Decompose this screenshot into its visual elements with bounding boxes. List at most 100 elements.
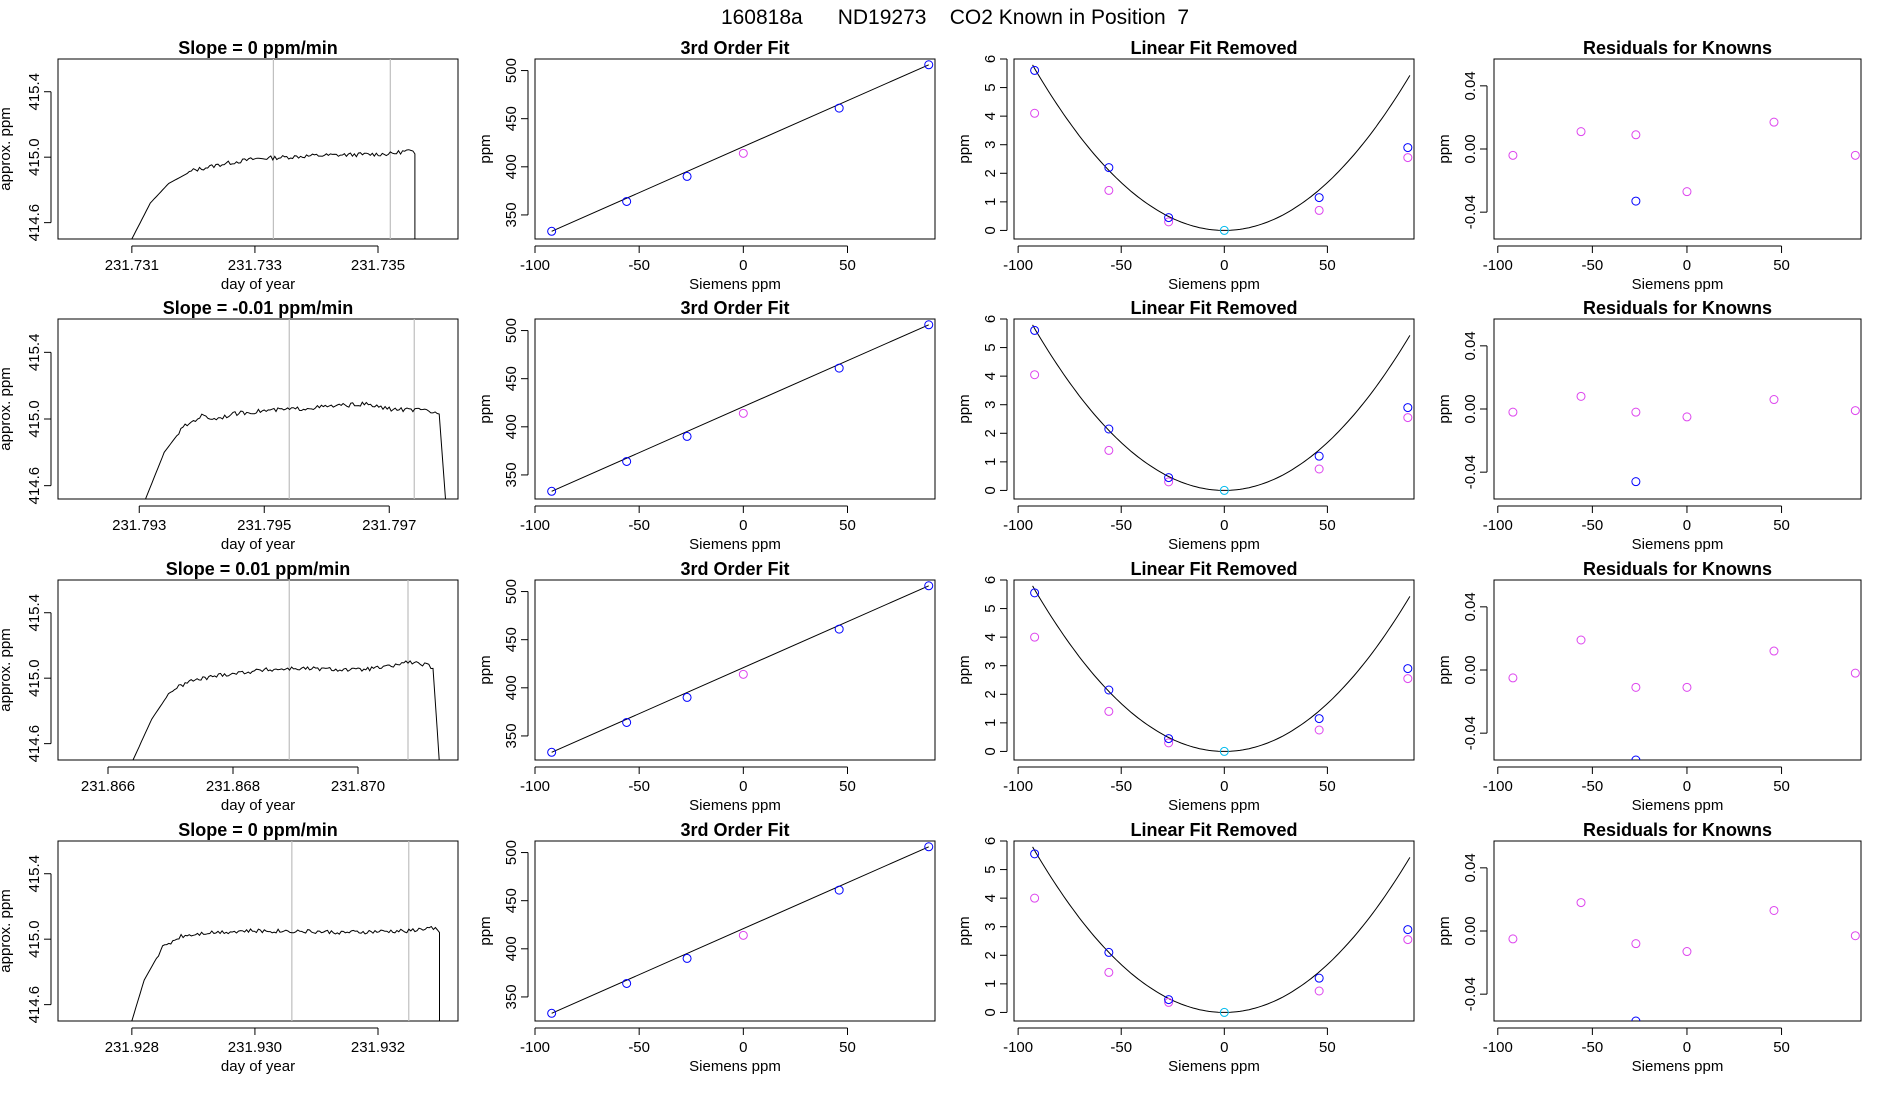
data-point bbox=[1030, 108, 1040, 118]
panel-2-1: Slope = -0.01 ppm/min 231.793 231.795 231.7… bbox=[0, 298, 459, 553]
x-tick-label: -50 bbox=[1582, 1039, 1604, 1056]
fit-point bbox=[834, 624, 844, 634]
x-tick-label: -50 bbox=[1582, 517, 1604, 534]
y-tick-label: 2 bbox=[982, 690, 999, 698]
data-trace bbox=[131, 925, 440, 1021]
plot-area bbox=[547, 60, 934, 236]
fit-point bbox=[1631, 755, 1641, 760]
y-tick-label: 414.6 bbox=[26, 467, 43, 505]
plot-area bbox=[1508, 898, 1860, 1021]
y-axis-label: ppm bbox=[956, 394, 973, 423]
fit-point bbox=[1314, 973, 1324, 983]
plot-frame bbox=[534, 318, 936, 500]
y-tick-label: 414.6 bbox=[26, 204, 43, 242]
x-axis-label: day of year bbox=[221, 1058, 295, 1075]
fit-point bbox=[622, 978, 632, 988]
x-tick-label: 0 bbox=[1683, 257, 1691, 274]
fit-point bbox=[1403, 403, 1413, 413]
x-tick-label: 50 bbox=[839, 517, 856, 534]
fit-point bbox=[547, 486, 557, 496]
plot-frame bbox=[57, 579, 459, 761]
fit-point bbox=[1164, 213, 1174, 223]
y-tick-label: 500 bbox=[503, 840, 520, 865]
data-point bbox=[738, 669, 748, 679]
y-tick-label: -0.04 bbox=[1462, 195, 1479, 229]
fit-point bbox=[547, 1008, 557, 1018]
fit-point bbox=[622, 717, 632, 727]
x-tick-label: 231.868 bbox=[206, 778, 260, 795]
x-axis-label: Siemens ppm bbox=[1632, 1058, 1724, 1075]
fit-point bbox=[1314, 714, 1324, 724]
data-point bbox=[1682, 682, 1692, 692]
data-point bbox=[1769, 905, 1779, 915]
center-point bbox=[1219, 1007, 1229, 1017]
y-tick-label: 0 bbox=[982, 226, 999, 234]
fit-point bbox=[1104, 163, 1114, 173]
y-axis-label: ppm bbox=[1436, 134, 1453, 163]
plot-frame bbox=[1013, 840, 1415, 1022]
y-tick-label: 0.00 bbox=[1462, 134, 1479, 163]
plot-area bbox=[1030, 324, 1413, 495]
y-tick-label: 1 bbox=[982, 458, 999, 466]
fit-point bbox=[1104, 424, 1114, 434]
plot-frame bbox=[57, 58, 459, 240]
x-tick-label: -100 bbox=[1003, 1039, 1033, 1056]
fit-line bbox=[551, 846, 929, 1014]
fit-point bbox=[682, 692, 692, 702]
y-tick-label: 0 bbox=[982, 1008, 999, 1016]
panel-title: Linear Fit Removed bbox=[1130, 298, 1297, 318]
panel-4-3: Linear Fit Removed -100 -50 0 50 Siemens ppm 0… bbox=[956, 820, 1415, 1075]
x-axis-label: Siemens ppm bbox=[689, 276, 781, 293]
data-point bbox=[1769, 646, 1779, 656]
data-trace bbox=[131, 149, 416, 239]
x-tick-label: 50 bbox=[1319, 257, 1336, 274]
y-tick-label: -0.04 bbox=[1462, 455, 1479, 489]
fit-point bbox=[1631, 1016, 1641, 1021]
y-tick-label: 3 bbox=[982, 923, 999, 931]
x-tick-label: 231.870 bbox=[331, 778, 385, 795]
y-axis-label: approx. ppm bbox=[0, 367, 14, 450]
y-tick-label: 1 bbox=[982, 719, 999, 727]
panel-3-2: 3rd Order Fit -100 -50 0 50 Siemens ppm 350 400… bbox=[477, 559, 936, 814]
y-tick-label: 415.0 bbox=[26, 138, 43, 176]
data-point bbox=[1631, 939, 1641, 949]
x-tick-label: 0 bbox=[739, 1039, 747, 1056]
x-tick-label: 50 bbox=[839, 778, 856, 795]
x-tick-label: 231.866 bbox=[81, 778, 135, 795]
data-point bbox=[1403, 674, 1413, 684]
x-tick-label: 0 bbox=[739, 517, 747, 534]
x-tick-label: -50 bbox=[1110, 257, 1132, 274]
x-tick-label: -100 bbox=[1003, 257, 1033, 274]
x-tick-label: -50 bbox=[628, 517, 650, 534]
fit-curve bbox=[1032, 846, 1411, 1013]
y-tick-label: 0.04 bbox=[1462, 71, 1479, 100]
data-point bbox=[738, 148, 748, 158]
x-tick-label: -50 bbox=[628, 1039, 650, 1056]
data-point bbox=[738, 408, 748, 418]
y-tick-label: 3 bbox=[982, 141, 999, 149]
fit-point bbox=[1631, 196, 1641, 206]
data-point bbox=[1164, 997, 1174, 1007]
x-tick-label: 0 bbox=[1683, 517, 1691, 534]
plot-area bbox=[145, 319, 446, 499]
y-tick-label: 415.4 bbox=[26, 73, 43, 111]
panel-4-1: Slope = 0 ppm/min 231.928 231.930 231.932 da… bbox=[0, 820, 459, 1075]
y-axis-label: ppm bbox=[956, 134, 973, 163]
x-tick-label: -100 bbox=[1003, 517, 1033, 534]
plot-frame bbox=[1013, 579, 1415, 761]
y-tick-label: 1 bbox=[982, 198, 999, 206]
data-point bbox=[1576, 127, 1586, 137]
data-point bbox=[1769, 117, 1779, 127]
panel-title: Slope = -0.01 ppm/min bbox=[163, 298, 354, 318]
y-tick-label: -0.04 bbox=[1462, 716, 1479, 750]
fit-line bbox=[551, 324, 929, 492]
y-tick-label: 0.04 bbox=[1462, 331, 1479, 360]
x-axis-label: Siemens ppm bbox=[1632, 276, 1724, 293]
plot-frame bbox=[534, 58, 936, 240]
panel-1-1: Slope = 0 ppm/min 231.731 231.733 231.735 da… bbox=[0, 38, 459, 293]
y-tick-label: 3 bbox=[982, 401, 999, 409]
data-point bbox=[1403, 413, 1413, 423]
data-point bbox=[738, 930, 748, 940]
y-tick-label: 415.4 bbox=[26, 594, 43, 632]
